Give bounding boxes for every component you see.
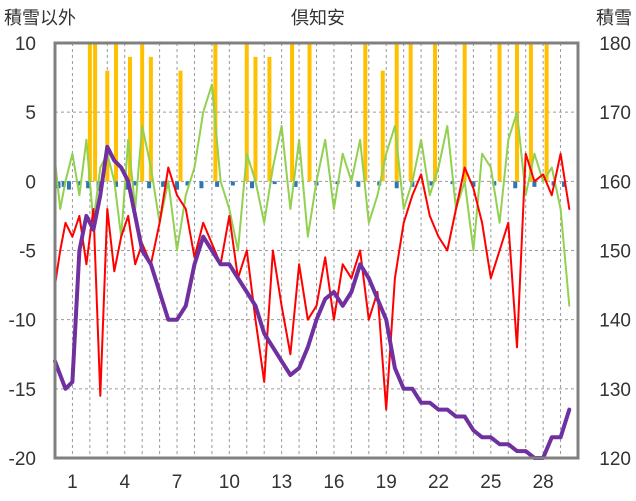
snowfall-bar [105, 70, 110, 182]
precipitation-bar [147, 181, 152, 189]
snowfall-bar [127, 56, 132, 182]
precipitation-bar [133, 181, 138, 186]
x-tick-label: 1 [67, 472, 78, 493]
snowfall-bar [148, 56, 153, 182]
precipitation-bar [562, 181, 567, 187]
snow-depth-line [53, 144, 572, 460]
snowfall-bar [114, 43, 119, 182]
y-left-tick-label: 10 [15, 34, 36, 55]
snowfall-bar [307, 43, 312, 182]
precipitation-bar [230, 181, 235, 186]
x-tick-label: 25 [480, 472, 501, 493]
snowfall-bar [93, 43, 98, 182]
left-axis-label: 積雪以外 [4, 8, 76, 29]
precipitation-bar [215, 181, 220, 187]
snowfall-bar [433, 43, 438, 182]
x-tick-label: 22 [428, 472, 449, 493]
precipitation-bar [429, 181, 434, 186]
snowfall-bar [267, 56, 272, 182]
y-right-tick-label: 150 [599, 242, 631, 263]
precipitation-bar [394, 181, 399, 189]
snowfall-bar [394, 43, 399, 182]
precipitation-bar [513, 181, 518, 189]
snowfall-bar [544, 43, 549, 182]
x-tick-label: 16 [323, 472, 344, 493]
precipitation-bar [66, 181, 71, 190]
y-left-tick-label: -10 [9, 311, 36, 332]
y-left-tick-label: -20 [9, 449, 36, 470]
precipitation-bar [185, 181, 190, 186]
snowfall-bar [462, 43, 467, 182]
snowfall-bar [363, 43, 368, 182]
y-right-tick-label: 140 [599, 311, 631, 332]
snowfall-bar [290, 43, 295, 182]
right-axis-label: 積雪 [596, 8, 632, 29]
x-tick-label: 7 [172, 472, 183, 493]
precipitation-bar [161, 181, 166, 187]
y-right-tick-label: 120 [599, 449, 631, 470]
x-tick-label: 4 [119, 472, 130, 493]
series-layer [53, 43, 572, 460]
precipitation-bar [471, 181, 476, 187]
snowfall-bar [253, 56, 258, 182]
precipitation-bar [124, 181, 129, 190]
precipitation-bar [77, 181, 82, 186]
y-left-tick-label: 0 [25, 172, 36, 193]
precipitation-bar [199, 181, 204, 189]
y-left-tick-label: 5 [25, 103, 36, 124]
y-left-tick-label: -5 [19, 242, 36, 263]
precipitation-bar [356, 181, 361, 187]
precipitation-bar [272, 181, 277, 185]
wind-line [54, 83, 571, 307]
x-tick-label: 10 [219, 472, 240, 493]
chart-title: 倶知安 [291, 8, 345, 29]
snowfall-bar [528, 43, 533, 182]
y-right-tick-label: 170 [599, 103, 631, 124]
y-left-tick-label: -15 [9, 380, 36, 401]
snowfall-bar [497, 43, 502, 182]
temperature-line [54, 152, 571, 411]
snowfall-bar [178, 70, 183, 182]
precipitation-bar [86, 181, 91, 189]
y-right-tick-label: 160 [599, 172, 631, 193]
snowfall-bar [380, 70, 385, 182]
precipitation-bar [114, 181, 119, 187]
plot-frame [53, 41, 580, 460]
tick-labels: 10 5 0 -5 -10 -15 -20 180 170 160 150 140 130 120 1 4 7 1… [9, 34, 631, 493]
y-right-tick-label: 130 [599, 380, 631, 401]
snowfall-bar [87, 43, 92, 182]
x-tick-label: 28 [533, 472, 554, 493]
snowfall-bar [244, 43, 249, 182]
x-tick-label: 19 [376, 472, 397, 493]
y-right-tick-label: 180 [599, 34, 631, 55]
precipitation-bar [532, 181, 537, 187]
x-tick-label: 13 [271, 472, 292, 493]
snowfall-bar [140, 43, 145, 182]
precipitation-bar [249, 181, 254, 189]
precipitation-bar [293, 181, 298, 187]
precipitation-bar [175, 181, 180, 190]
snowfall-bar [408, 43, 413, 182]
precipitation-bar [61, 181, 66, 187]
